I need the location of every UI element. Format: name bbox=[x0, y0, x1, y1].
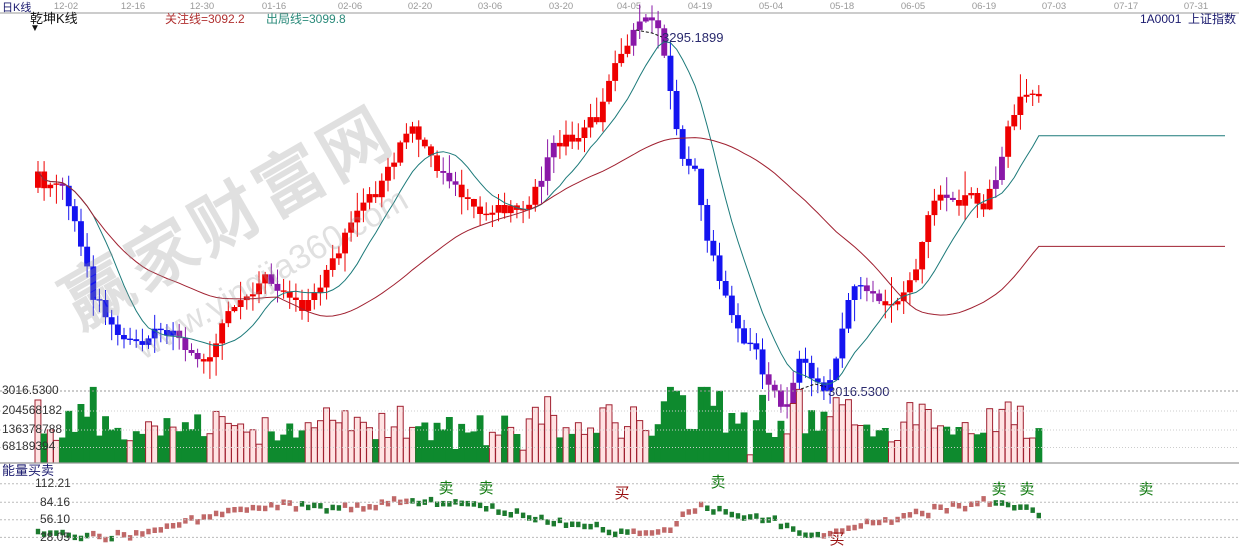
svg-text:出局线=3099.8: 出局线=3099.8 bbox=[266, 12, 346, 26]
svg-text:01-16: 01-16 bbox=[262, 1, 286, 12]
svg-text:06-19: 06-19 bbox=[972, 1, 996, 12]
svg-text:卖: 卖 bbox=[438, 480, 453, 497]
svg-text:204568182: 204568182 bbox=[2, 403, 62, 417]
svg-text:买: 买 bbox=[614, 485, 629, 502]
svg-text:卖: 卖 bbox=[478, 480, 493, 497]
svg-text:04-19: 04-19 bbox=[688, 1, 712, 12]
svg-text:03-06: 03-06 bbox=[478, 1, 502, 12]
svg-text:02-20: 02-20 bbox=[408, 1, 432, 12]
svg-text:28.05: 28.05 bbox=[40, 530, 70, 544]
svg-text:112.21: 112.21 bbox=[35, 476, 71, 490]
svg-text:56.10: 56.10 bbox=[40, 512, 70, 526]
svg-text:3295.1899: 3295.1899 bbox=[662, 30, 723, 45]
svg-text:06-05: 06-05 bbox=[901, 1, 925, 12]
svg-text:07-03: 07-03 bbox=[1042, 1, 1066, 12]
svg-text:1A0001: 1A0001 bbox=[1140, 12, 1182, 26]
svg-text:3016.5300: 3016.5300 bbox=[2, 383, 59, 397]
svg-text:日K线: 日K线 bbox=[2, 0, 31, 14]
svg-text:12-30: 12-30 bbox=[190, 1, 214, 12]
svg-text:136378788: 136378788 bbox=[2, 422, 62, 436]
svg-text:▼: ▼ bbox=[30, 23, 40, 34]
svg-text:07-31: 07-31 bbox=[1184, 1, 1208, 12]
svg-text:上证指数: 上证指数 bbox=[1188, 11, 1236, 26]
svg-text:07-17: 07-17 bbox=[1114, 1, 1138, 12]
svg-text:02-06: 02-06 bbox=[338, 1, 362, 12]
svg-text:03-20: 03-20 bbox=[549, 1, 573, 12]
svg-text:84.16: 84.16 bbox=[40, 495, 70, 509]
svg-text:05-18: 05-18 bbox=[830, 1, 854, 12]
svg-text:买: 买 bbox=[829, 531, 844, 548]
svg-text:关注线=3092.2: 关注线=3092.2 bbox=[165, 11, 245, 26]
svg-text:卖: 卖 bbox=[710, 474, 725, 491]
svg-text:05-04: 05-04 bbox=[759, 1, 783, 12]
svg-text:04-05: 04-05 bbox=[617, 1, 641, 12]
svg-text:68189394: 68189394 bbox=[2, 439, 56, 453]
svg-text:12-16: 12-16 bbox=[121, 1, 145, 12]
